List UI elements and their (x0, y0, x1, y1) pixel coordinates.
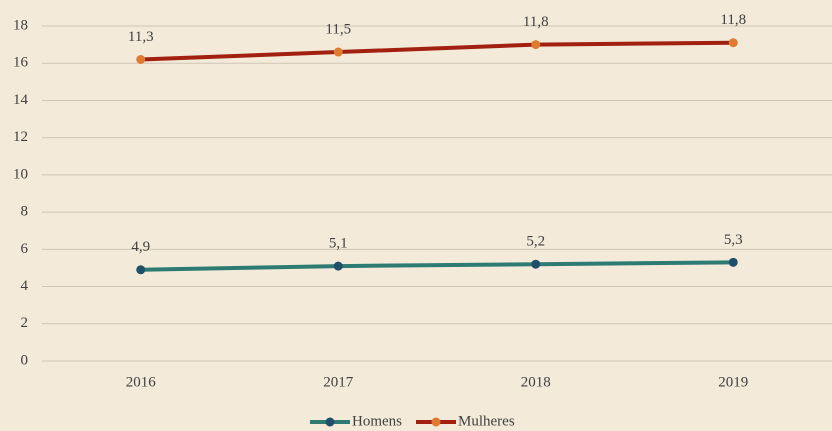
y-tick-label: 18 (13, 17, 28, 33)
x-tick-label: 2018 (521, 374, 551, 390)
y-tick-label: 6 (21, 241, 29, 257)
data-point (333, 261, 343, 271)
data-label: 4,9 (131, 239, 150, 255)
data-label: 11,3 (128, 29, 154, 45)
data-label: 5,2 (526, 234, 545, 250)
legend-label: Homens (352, 413, 402, 429)
x-tick-label: 2016 (126, 374, 157, 390)
x-tick-label: 2019 (718, 374, 748, 390)
data-point (333, 47, 343, 57)
data-label: 11,8 (720, 12, 746, 28)
data-label: 11,8 (523, 14, 549, 30)
data-point (136, 265, 146, 275)
data-point (136, 55, 146, 64)
legend-label: Mulheres (458, 413, 515, 429)
legend-marker (431, 417, 441, 427)
data-point (531, 40, 541, 50)
legend-marker (325, 417, 335, 427)
y-tick-label: 14 (13, 92, 29, 108)
data-label: 5,3 (724, 232, 743, 248)
y-tick-label: 12 (13, 129, 28, 145)
y-tick-label: 4 (21, 278, 29, 294)
y-tick-label: 2 (21, 315, 29, 331)
data-label: 11,5 (325, 21, 351, 37)
series-line (140, 40, 734, 62)
y-tick-label: 10 (13, 166, 28, 182)
y-tick-label: 8 (21, 204, 29, 220)
data-label: 5,1 (329, 236, 348, 252)
series-line (140, 260, 734, 272)
y-tick-label: 0 (21, 352, 29, 368)
data-point (728, 38, 738, 48)
y-tick-label: 16 (13, 55, 29, 71)
x-tick-label: 2017 (323, 374, 354, 390)
data-point (531, 259, 541, 269)
data-point (728, 257, 738, 267)
